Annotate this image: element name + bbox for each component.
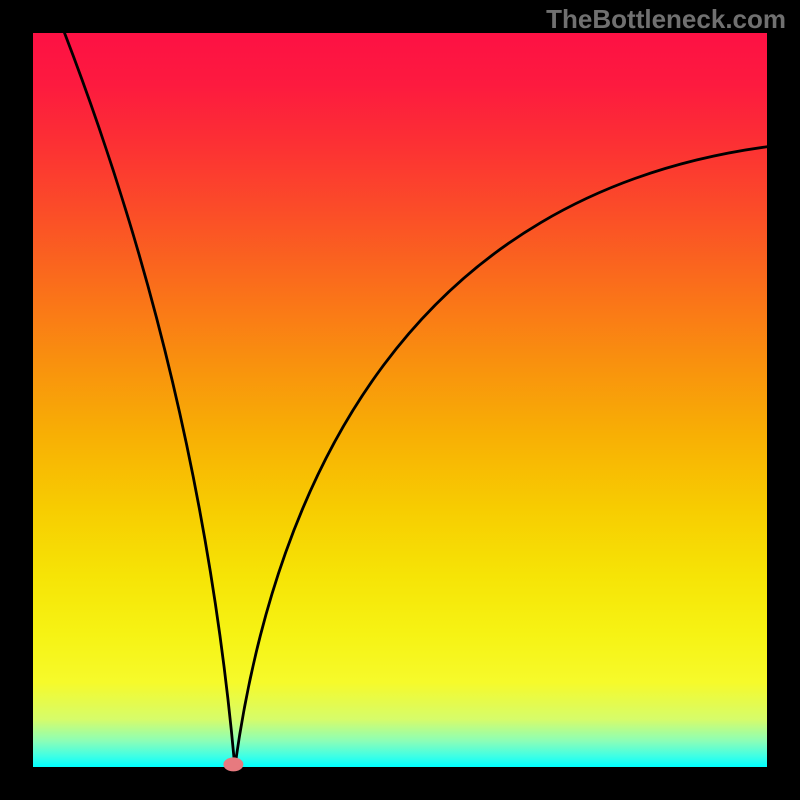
watermark-text: TheBottleneck.com <box>546 6 786 32</box>
gradient-background <box>33 33 767 767</box>
optimal-point-marker <box>223 757 243 771</box>
bottleneck-chart <box>0 0 800 800</box>
